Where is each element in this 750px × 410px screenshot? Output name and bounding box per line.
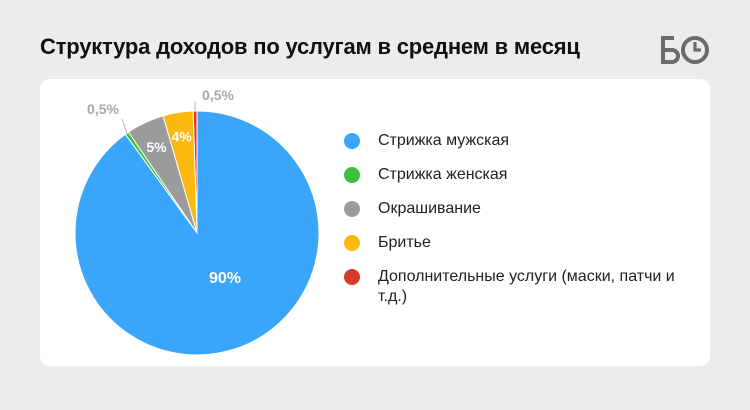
legend-label-4: Бритье [378, 234, 431, 251]
chart-card: 90% 5% 4% 0,5% 0,5% [40, 79, 710, 366]
leader-line-2 [121, 118, 128, 134]
legend-label-2: Стрижка женская [378, 166, 508, 183]
legend-item-4: Бритье [344, 233, 684, 253]
logo-icon [661, 36, 709, 64]
legend-item-2: Стрижка женская [344, 165, 684, 185]
legend: Стрижка мужская Стрижка женская Окрашивани… [344, 131, 684, 321]
data-label-3: 5% [146, 139, 167, 155]
legend-swatch-2 [344, 167, 360, 183]
pie-chart: 90% 5% 4% 0,5% 0,5% [74, 87, 320, 356]
legend-label-5: Дополнительные услуги (маски, патчи и т.… [378, 268, 675, 305]
data-label-5: 0,5% [202, 87, 234, 103]
legend-swatch-1 [344, 133, 360, 149]
legend-label-1: Стрижка мужская [378, 132, 510, 149]
pie-slice-1 [74, 110, 320, 356]
legend-swatch-4 [344, 235, 360, 251]
legend-item-5: Дополнительные услуги (маски, патчи и т.… [344, 267, 684, 307]
legend-swatch-3 [344, 201, 360, 217]
data-label-1: 90% [209, 270, 241, 287]
legend-item-3: Окрашивание [344, 199, 684, 219]
data-label-2: 0,5% [87, 101, 119, 117]
legend-swatch-5 [344, 269, 360, 285]
legend-item-1: Стрижка мужская [344, 131, 684, 151]
data-label-4: 4% [172, 129, 193, 145]
legend-label-3: Окрашивание [378, 200, 481, 217]
page-title: Структура доходов по услугам в среднем в… [40, 34, 580, 59]
